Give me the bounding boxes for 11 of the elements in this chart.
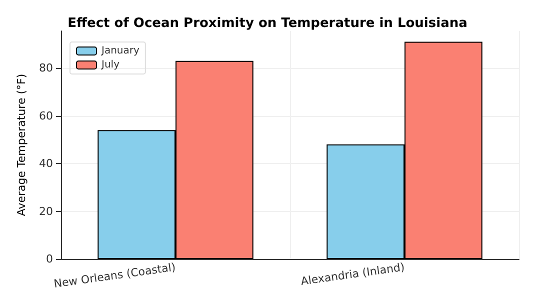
- y-tick-label: 20: [39, 204, 53, 218]
- y-tick-label: 60: [39, 109, 53, 122]
- y-tick-label: 80: [39, 62, 53, 75]
- x-tick-label: New Orleans (Coastal): [52, 260, 176, 291]
- legend-label: January: [100, 46, 140, 56]
- x-tick-label: Alexandria (Inland): [300, 260, 406, 288]
- legend-label: July: [100, 60, 120, 70]
- y-tick-label: 0: [46, 252, 53, 266]
- chart-title: Effect of Ocean Proximity on Temperature in Louisiana: [68, 16, 468, 31]
- y-tick-label: 40: [39, 157, 53, 170]
- y-axis-title: Average Temperature (°F): [15, 74, 28, 216]
